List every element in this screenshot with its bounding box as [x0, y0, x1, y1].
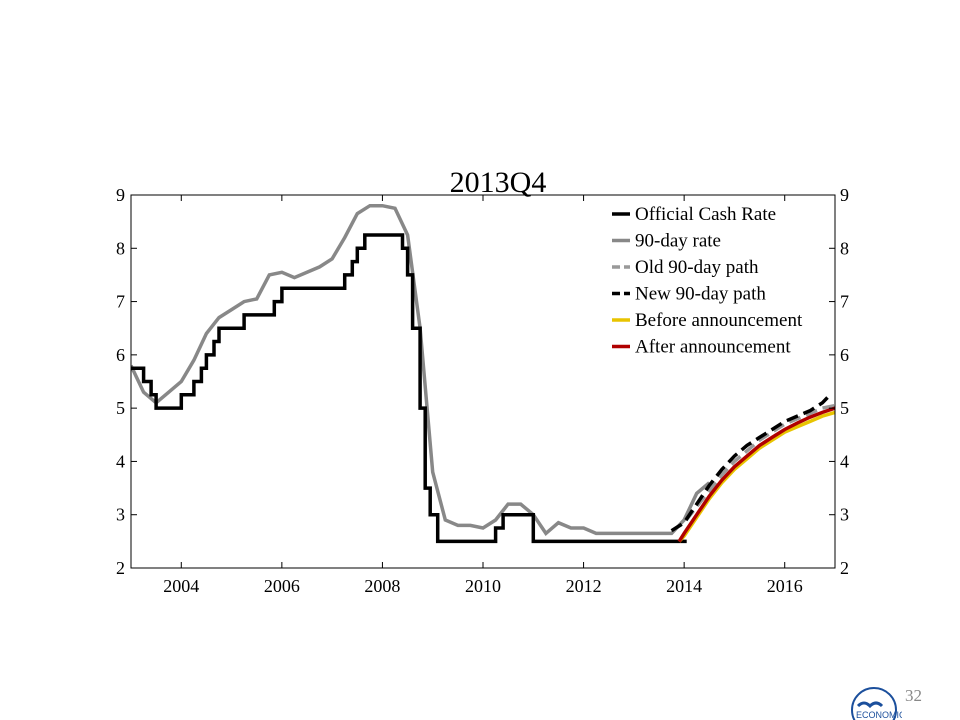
legend-label-old-90-day-path: Old 90-day path [635, 257, 759, 278]
legend-label-official-cash-rate: Official Cash Rate [635, 204, 776, 225]
institution-logo: ECONOMIC [851, 687, 902, 720]
x-tick-label: 2006 [264, 576, 300, 596]
y-tick-label-left: 5 [116, 398, 125, 418]
chart-title: 2013Q4 [450, 166, 547, 199]
y-tick-label-left: 7 [116, 292, 125, 312]
y-tick-label-left: 6 [116, 345, 125, 365]
slide-number: 32 [905, 686, 922, 705]
y-tick-label-left: 9 [116, 185, 125, 205]
plot-frame [130, 194, 836, 569]
series-line-official-cash-rate [131, 233, 687, 544]
legend-label-after-announcement: After announcement [635, 337, 791, 358]
x-tick-label: 2008 [364, 576, 400, 596]
x-tick-label: 2014 [666, 576, 702, 596]
y-tick-label-right: 6 [840, 345, 849, 365]
series-line-old-90-day-path [670, 403, 835, 533]
y-tick-label-right: 8 [840, 238, 849, 258]
legend: Official Cash Rate 90-day rate Old 90-day … [612, 204, 803, 358]
y-tick-label-left: 8 [116, 238, 125, 258]
x-tick-label: 2016 [767, 576, 803, 596]
legend-label-before-announcement: Before announcement [635, 310, 803, 331]
series-layer [131, 203, 835, 544]
axes-layer: 2004 2006 2008 2010 2012 2014 2016 2 2 3 3 4 4 5 5 6 6 7 7… [116, 185, 849, 596]
x-tick-label: 2004 [163, 576, 199, 596]
y-tick-label-right: 9 [840, 185, 849, 205]
series-line-new-90-day-path [670, 396, 829, 533]
svg-text:ECONOMIC: ECONOMIC [856, 710, 902, 720]
y-tick-label-right: 3 [840, 505, 849, 525]
series-line-before-announcement [677, 410, 835, 543]
y-tick-label-right: 5 [840, 398, 849, 418]
y-tick-label-right: 7 [840, 292, 849, 312]
y-tick-label-left: 2 [116, 558, 125, 578]
y-tick-label-right: 2 [840, 558, 849, 578]
legend-label-90-day-rate: 90-day rate [635, 231, 721, 252]
legend-label-new-90-day-path: New 90-day path [635, 284, 766, 305]
x-tick-label: 2012 [566, 576, 602, 596]
y-tick-label-right: 4 [840, 451, 849, 471]
x-tick-label: 2010 [465, 576, 501, 596]
series-line-after-announcement [677, 406, 835, 543]
y-tick-label-left: 3 [116, 505, 125, 525]
y-tick-label-left: 4 [116, 451, 125, 471]
